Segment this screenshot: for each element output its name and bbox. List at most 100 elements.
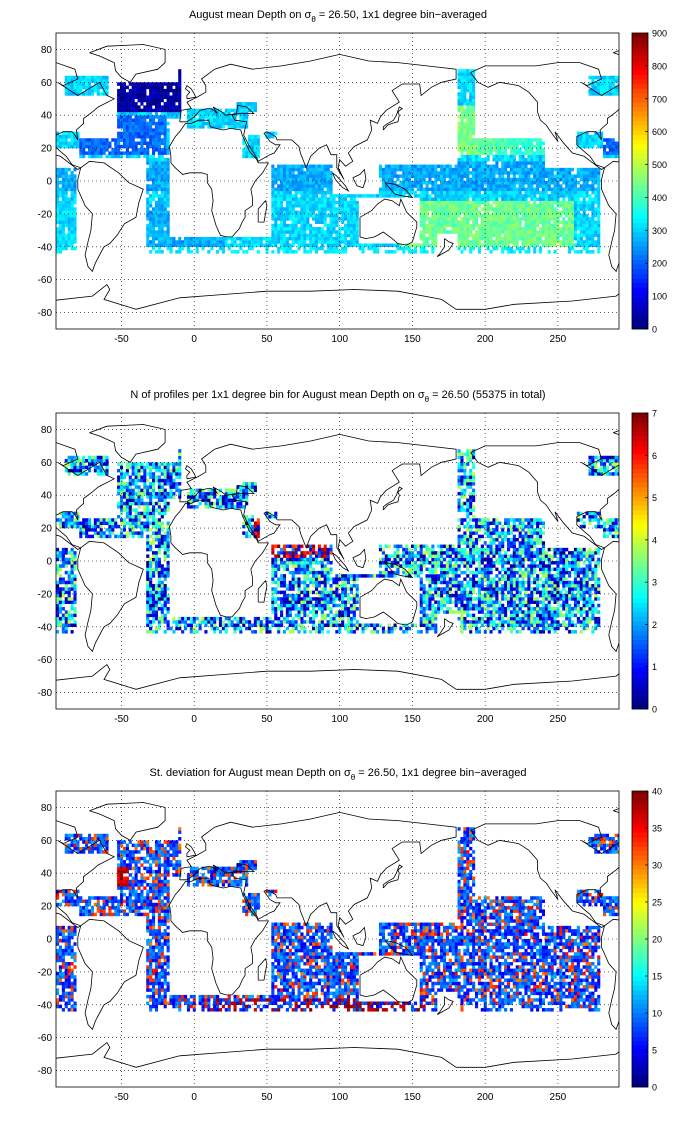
- colorbar-swatch: [632, 791, 648, 796]
- colorbar-swatch: [632, 324, 648, 330]
- colorbar-tick-label: 5: [652, 1046, 657, 1056]
- colorbar-swatch: [632, 672, 648, 677]
- colorbar-swatch: [632, 60, 648, 66]
- colorbar: 0 1 2 3 4 5 6 7: [631, 409, 657, 715]
- colorbar-swatch: [632, 1040, 648, 1046]
- y-tick-label: 0: [46, 557, 52, 568]
- y-tick-label: -80: [38, 1066, 53, 1077]
- colorbar-swatch: [632, 227, 648, 233]
- colorbar-swatch: [632, 482, 648, 488]
- colorbar-swatch: [632, 222, 648, 228]
- colorbar-swatch: [632, 190, 648, 196]
- colorbar-swatch: [632, 1082, 648, 1088]
- colorbar-swatch: [632, 422, 648, 428]
- colorbar-swatch: [632, 598, 648, 603]
- colorbar-swatch: [632, 795, 648, 801]
- colorbar-swatch: [632, 116, 648, 122]
- x-tick-label: 0: [191, 334, 197, 345]
- colorbar-tick-label: 800: [652, 61, 667, 71]
- colorbar-swatch: [632, 855, 648, 861]
- y-tick-label: -80: [38, 688, 53, 699]
- colorbar-swatch: [632, 966, 648, 972]
- colorbar-swatch: [632, 473, 648, 479]
- x-tick-label: 150: [404, 334, 421, 345]
- colorbar-swatch: [632, 194, 648, 200]
- colorbar-swatch: [632, 171, 648, 177]
- colorbar-swatch: [632, 957, 648, 963]
- colorbar-swatch: [632, 231, 648, 237]
- colorbar-swatch: [632, 56, 648, 62]
- colorbar: 0 100 200 300 400 500 600 700 800 900: [631, 29, 667, 335]
- colorbar-swatch: [632, 892, 648, 898]
- colorbar-swatch: [632, 1073, 648, 1079]
- y-tick-label: -20: [38, 967, 53, 978]
- coastlines: [56, 424, 619, 690]
- colorbar-swatch: [632, 602, 648, 608]
- x-tick-label: 250: [550, 1092, 567, 1103]
- colorbar-swatch: [632, 630, 648, 636]
- colorbar-swatch: [632, 556, 648, 562]
- x-tick-label: -50: [114, 334, 129, 345]
- y-tick-label: -40: [38, 242, 53, 253]
- colorbar-swatch: [632, 915, 648, 921]
- y-tick-label: -60: [38, 275, 53, 286]
- y-tick-label: 80: [41, 45, 53, 56]
- panel-std-dev: St. deviation for August mean Depth on σ…: [38, 767, 662, 1103]
- colorbar-swatch: [632, 51, 648, 57]
- x-tick-label: 0: [191, 714, 197, 725]
- x-tick-label: 50: [261, 334, 273, 345]
- colorbar-swatch: [632, 920, 648, 926]
- colorbar-tick-label: 0: [652, 705, 657, 715]
- colorbar-tick-label: 700: [652, 94, 667, 104]
- colorbar-swatch: [632, 832, 648, 838]
- y-tick-label: 20: [41, 144, 53, 155]
- colorbar-swatch: [632, 635, 648, 640]
- colorbar-swatch: [632, 413, 648, 418]
- colorbar-swatch: [632, 287, 648, 293]
- colorbar-swatch: [632, 46, 648, 52]
- colorbar-swatch: [632, 579, 648, 585]
- colorbar-tick-label: 7: [652, 409, 657, 419]
- colorbar-tick-label: 1: [652, 662, 657, 672]
- colorbar: 0 5 10 15 20 25 30 35 40: [631, 787, 662, 1093]
- y-tick-label: -20: [38, 209, 53, 220]
- colorbar-swatch: [632, 491, 648, 497]
- colorbar-swatch: [632, 985, 648, 991]
- colorbar-swatch: [632, 477, 648, 483]
- colorbar-swatch: [632, 468, 648, 474]
- colorbar-swatch: [632, 860, 648, 866]
- colorbar-tick-label: 500: [652, 160, 667, 170]
- x-tick-label: 0: [191, 1092, 197, 1103]
- colorbar-swatch: [632, 107, 648, 112]
- heatmap-cells: [56, 69, 619, 254]
- y-tick-label: 80: [41, 803, 53, 814]
- colorbar-swatch: [632, 514, 648, 520]
- x-tick-label: 100: [331, 714, 348, 725]
- x-tick-label: 150: [404, 1092, 421, 1103]
- colorbar-tick-label: 6: [652, 451, 657, 461]
- colorbar-swatch: [632, 906, 648, 912]
- panel-mean-depth: August mean Depth on σθ = 26.50, 1x1 deg…: [38, 9, 667, 345]
- colorbar-swatch: [632, 551, 648, 557]
- colorbar-swatch: [632, 925, 648, 931]
- colorbar-swatch: [632, 685, 648, 691]
- colorbar-swatch: [632, 625, 648, 631]
- panel-title: St. deviation for August mean Depth on σ…: [150, 767, 527, 782]
- colorbar-swatch: [632, 989, 648, 995]
- colorbar-swatch: [632, 102, 648, 108]
- colorbar-swatch: [632, 869, 648, 875]
- colorbar-swatch: [632, 97, 648, 103]
- colorbar-swatch: [632, 74, 648, 80]
- map-frame: [55, 32, 620, 330]
- colorbar-tick-label: 30: [652, 861, 662, 871]
- colorbar-swatch: [632, 828, 648, 833]
- map-frame: [55, 412, 620, 710]
- x-tick-label: 100: [331, 334, 348, 345]
- y-tick-label: -40: [38, 622, 53, 633]
- panel-title: August mean Depth on σθ = 26.50, 1x1 deg…: [189, 9, 487, 24]
- colorbar-swatch: [632, 264, 648, 270]
- colorbar-tick-label: 4: [652, 535, 657, 545]
- y-tick-label: -80: [38, 308, 53, 319]
- colorbar-swatch: [632, 542, 648, 548]
- y-tick-label: 40: [41, 491, 53, 502]
